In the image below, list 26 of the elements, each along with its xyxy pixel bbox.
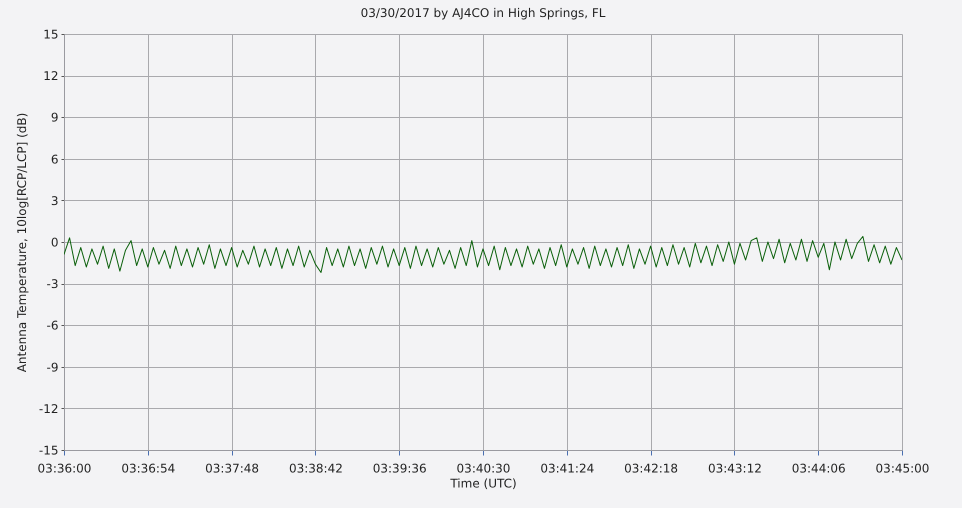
y-tick-label: 0 xyxy=(50,236,58,250)
y-tick-label: -6 xyxy=(46,318,58,333)
y-tick-label: -9 xyxy=(46,360,58,374)
y-tick-label: 15 xyxy=(43,28,58,42)
x-tick-label: 03:39:36 xyxy=(372,462,427,476)
x-tick-label: 03:36:54 xyxy=(121,462,176,476)
x-tick-label: 03:36:00 xyxy=(38,462,92,476)
x-tick-label: 03:40:30 xyxy=(456,462,510,476)
x-tick-label: 03:44:06 xyxy=(792,462,846,476)
x-tick-label: 03:37:48 xyxy=(205,462,260,476)
line-series xyxy=(64,236,902,274)
y-tick-label: 3 xyxy=(50,194,58,208)
x-tick-label: 03:42:18 xyxy=(624,462,678,476)
y-tick-label: -15 xyxy=(38,444,58,458)
y-axis-title: Antenna Temperature, 10log[RCP/LCP] (dB) xyxy=(14,112,29,372)
x-tick-label: 03:45:00 xyxy=(876,462,930,476)
x-tick-label: 03:41:24 xyxy=(540,462,594,476)
y-tick-label: -12 xyxy=(38,402,58,416)
y-tick-label: 12 xyxy=(43,69,58,84)
x-tick-label: 03:43:12 xyxy=(708,462,762,476)
x-tick-label: 03:38:42 xyxy=(288,462,343,476)
y-tick-label: 6 xyxy=(50,152,58,166)
x-axis-title: Time (UTC) xyxy=(449,476,517,490)
y-tick-label: 9 xyxy=(50,110,58,125)
y-tick-label: -3 xyxy=(46,277,58,292)
chart-title: 03/30/2017 by AJ4CO in High Springs, FL xyxy=(360,6,606,20)
